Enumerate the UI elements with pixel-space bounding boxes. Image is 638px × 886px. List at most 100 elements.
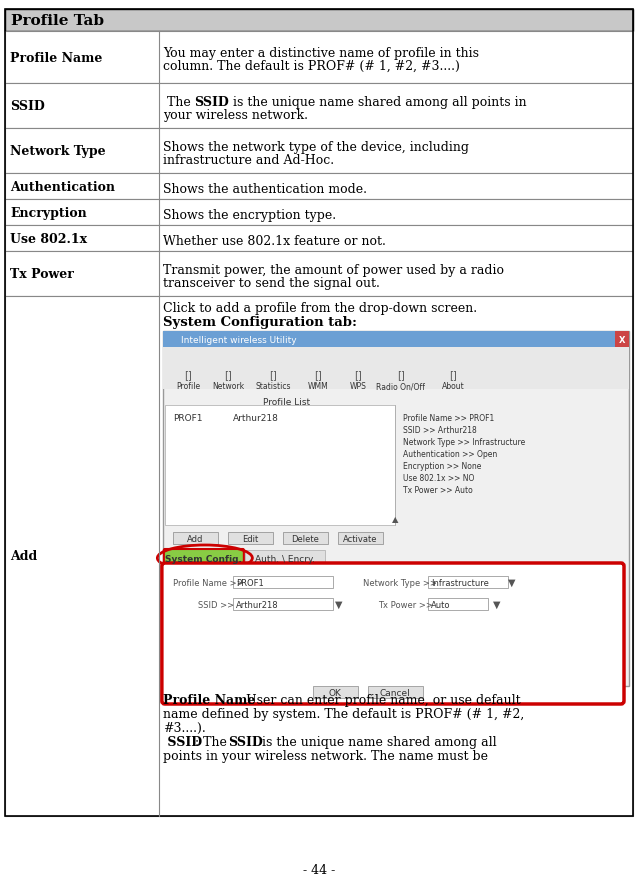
Bar [338,532,383,544]
Bar [5,297,633,816]
Text: The: The [163,96,195,108]
Text: transceiver to send the signal out.: transceiver to send the signal out. [163,276,380,289]
Text: Encryption >> None: Encryption >> None [403,462,481,470]
Text: Network: Network [212,382,244,391]
Bar [5,128,633,174]
Text: Add: Add [187,534,203,543]
Text: []: [] [314,369,322,379]
Text: []: [] [449,369,457,379]
Text: Cancel: Cancel [380,688,410,696]
Bar [233,598,333,610]
Text: []: [] [354,369,362,379]
Text: Edit: Edit [242,534,258,543]
Bar [5,199,633,226]
Text: WMM: WMM [308,382,328,391]
Text: System Configuration tab:: System Configuration tab: [163,315,357,329]
Text: column. The default is PROF# (# 1, #2, #3....): column. The default is PROF# (# 1, #2, #… [163,60,460,73]
Text: Auto: Auto [431,600,450,609]
Text: ▼: ▼ [493,599,500,610]
Text: SSID >>: SSID >> [198,601,234,610]
Text: Statistics: Statistics [255,382,291,391]
Text: System Config.: System Config. [165,554,242,563]
Bar [163,331,629,347]
Text: Click to add a profile from the drop-down screen.: Click to add a profile from the drop-dow… [163,301,477,315]
Bar [163,331,629,687]
Bar [233,577,333,588]
Text: Activate: Activate [343,534,377,543]
Text: Network Type: Network Type [10,144,106,158]
Text: ▼: ▼ [508,578,516,587]
Text: SSID: SSID [195,96,229,108]
Bar [165,406,395,525]
Bar [5,226,633,252]
Text: Add: Add [10,550,37,563]
Text: - 44 -: - 44 - [303,863,335,876]
Text: X: X [619,335,625,344]
Text: Use 802.1x: Use 802.1x [10,232,87,245]
Text: Delete: Delete [291,534,319,543]
Text: SSID: SSID [163,735,202,748]
Text: Authentication: Authentication [10,180,115,193]
Text: Profile Name >>: Profile Name >> [173,579,244,587]
FancyBboxPatch shape [164,549,244,567]
Text: SSID >> Arthur218: SSID >> Arthur218 [403,425,477,434]
Bar [5,174,633,199]
Text: infrastructure and Ad-Hoc.: infrastructure and Ad-Hoc. [163,153,334,167]
Bar [283,532,328,544]
Text: Auth. \ Encry.: Auth. \ Encry. [255,554,315,563]
Bar [228,532,273,544]
Text: Intelligent wireless Utility: Intelligent wireless Utility [181,335,297,344]
Text: name defined by system. The default is PROF# (# 1, #2,: name defined by system. The default is P… [163,707,524,720]
Text: is the unique name shared among all points in: is the unique name shared among all poin… [229,96,527,108]
Text: []: [] [184,369,192,379]
Bar [428,598,488,610]
Text: Shows the authentication mode.: Shows the authentication mode. [163,183,367,195]
Bar [615,331,629,347]
Text: Transmit power, the amount of power used by a radio: Transmit power, the amount of power used… [163,263,504,276]
FancyBboxPatch shape [162,563,624,704]
Text: Arthur218: Arthur218 [233,414,279,423]
Bar [163,347,629,390]
Text: Shows the network type of the device, including: Shows the network type of the device, in… [163,140,469,153]
Text: You may enter a distinctive name of profile in this: You may enter a distinctive name of prof… [163,47,479,60]
Bar [173,532,218,544]
Text: []: [] [397,369,404,379]
Text: Authentication >> Open: Authentication >> Open [403,449,497,458]
Text: Profile List: Profile List [263,398,310,407]
Text: Whether use 802.1x feature or not.: Whether use 802.1x feature or not. [163,234,386,247]
Text: Radio On/Off: Radio On/Off [376,382,426,391]
Bar [5,84,633,128]
Text: ▲: ▲ [392,515,398,524]
Text: PROF1: PROF1 [173,414,202,423]
Text: Tx Power >>: Tx Power >> [378,601,433,610]
Text: ▼: ▼ [335,599,343,610]
Text: Profile Name: Profile Name [10,51,102,65]
Bar [313,687,358,698]
Text: []: [] [269,369,277,379]
Text: is the unique name shared among all: is the unique name shared among all [258,735,496,748]
Text: Infrastructure: Infrastructure [431,578,489,587]
Text: Network Type >> Infrastructure: Network Type >> Infrastructure [403,438,525,447]
Text: SSID: SSID [228,735,263,748]
Text: WPS: WPS [350,382,366,391]
Text: About: About [441,382,464,391]
Text: OK: OK [329,688,341,696]
Text: : User can enter profile name, or use default: : User can enter profile name, or use de… [238,693,521,706]
Text: []: [] [224,369,232,379]
Bar [368,687,423,698]
Text: your wireless network.: your wireless network. [163,108,308,121]
Bar [5,10,633,32]
Text: Tx Power: Tx Power [10,268,74,281]
Bar [5,32,633,84]
Text: SSID: SSID [10,100,45,113]
Text: Tx Power >> Auto: Tx Power >> Auto [403,486,473,494]
Text: #3....).: #3....). [163,721,205,734]
Text: Encryption: Encryption [10,206,87,219]
Text: Arthur218: Arthur218 [236,600,278,609]
Bar [5,252,633,297]
Text: Profile Name: Profile Name [163,693,255,706]
Text: Profile: Profile [176,382,200,391]
Text: Profile Tab: Profile Tab [11,14,104,28]
Bar [428,577,508,588]
Text: Use 802.1x >> NO: Use 802.1x >> NO [403,473,474,483]
